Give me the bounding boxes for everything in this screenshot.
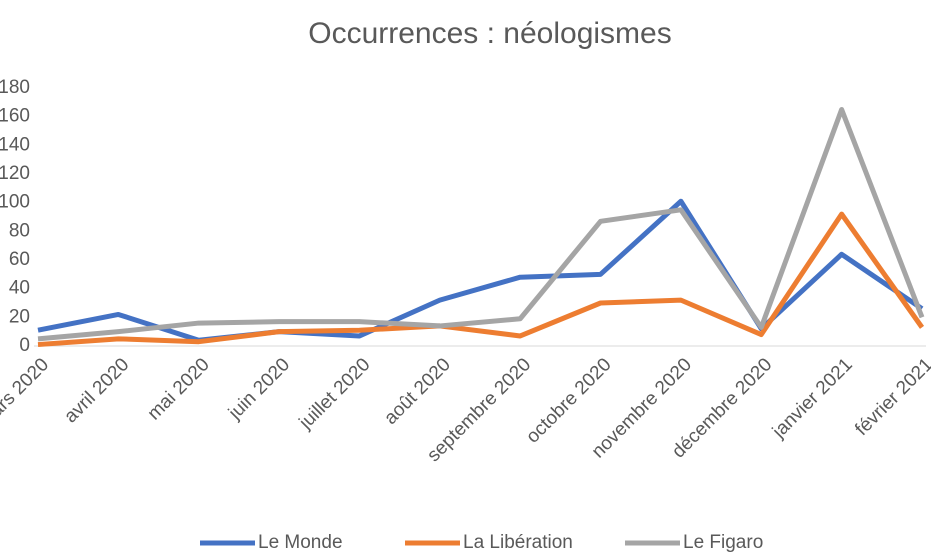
- x-tick-label: juillet 2020: [295, 354, 375, 434]
- legend-label: Le Figaro: [683, 532, 763, 553]
- y-tick-label: 100: [0, 192, 30, 213]
- x-tick-label: mars 2020: [0, 354, 53, 432]
- y-tick-label: 60: [9, 249, 30, 270]
- x-tick-label: avril 2020: [60, 354, 133, 427]
- x-tick-label: janvier 2021: [768, 354, 857, 443]
- series-line: [37, 198, 924, 343]
- legend-label: La Libération: [463, 532, 573, 553]
- y-tick-label: 20: [9, 306, 30, 327]
- y-tick-label: 160: [0, 106, 30, 127]
- y-tick-label: 140: [0, 134, 30, 155]
- legend-label: Le Monde: [258, 532, 343, 553]
- series-line: [37, 211, 925, 348]
- y-tick-label: 40: [9, 278, 30, 299]
- y-tick-label: 120: [0, 163, 30, 184]
- y-tick-label: 80: [9, 220, 30, 241]
- y-tick-label: 0: [19, 335, 30, 356]
- x-tick-label: juin 2020: [224, 354, 294, 424]
- x-tick-label: août 2020: [380, 354, 455, 429]
- x-tick-label: février 2021: [851, 354, 931, 440]
- y-tick-label: 180: [0, 77, 30, 98]
- series-line: [37, 107, 925, 342]
- chart-title: Occurrences : néologismes: [308, 17, 672, 50]
- x-tick-label: mai 2020: [144, 354, 214, 424]
